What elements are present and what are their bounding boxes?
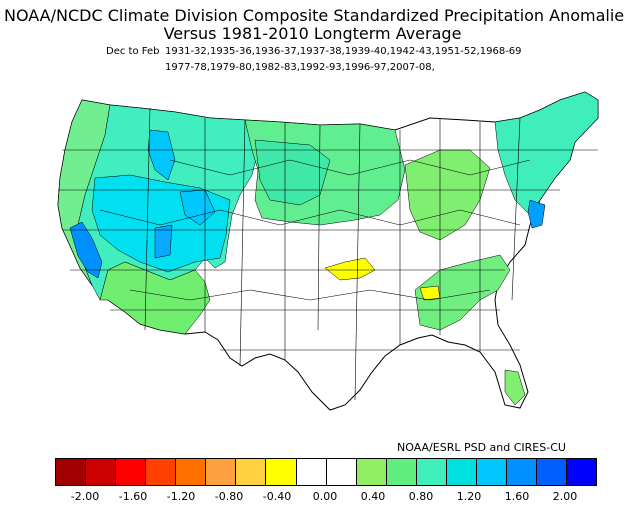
climate-division-boundaries [58,107,598,401]
season-label: Dec to Feb [106,46,160,57]
color-swatch [326,459,357,485]
color-swatch [446,459,477,485]
scale-tick-label: -1.60 [118,490,148,503]
arizona-green-region [99,261,211,335]
color-swatch [296,459,327,485]
utah-blue-patch [179,189,216,226]
title-line-1: NOAA/NCDC Climate Division Composite Sta… [4,6,625,25]
scale-tick-label: 1.60 [504,490,530,503]
color-swatch [416,459,447,485]
color-swatch [206,459,237,485]
scale-tick-label: 0.00 [312,490,338,503]
color-swatch [176,459,207,485]
northeast-green-region [494,91,599,216]
scale-tick-label: 0.80 [408,490,434,503]
color-swatch [266,459,297,485]
scale-tick-label: -0.80 [214,490,244,503]
color-swatch [506,459,537,485]
color-swatch [356,459,387,485]
southeast-green-region [414,254,511,331]
color-swatch [236,459,267,485]
title-line-2: Versus 1981-2010 Longterm Average [163,24,462,43]
color-swatch [476,459,507,485]
color-swatch [56,459,87,485]
florida-green-patch [504,369,526,406]
scale-tick-label: -2.00 [70,490,100,503]
us-precip-anomaly-map [57,91,599,411]
scale-tick-label: 0.40 [360,490,386,503]
nevada-blue-patch [154,224,173,259]
mid-atlantic-blue-patch [527,199,546,229]
credit-label: NOAA/ESRL PSD and CIRES-CU [397,441,566,454]
scale-tick-label: -1.20 [166,490,196,503]
scale-tick-label: -0.40 [262,490,292,503]
years-line-1: 1931-32,1935-36,1936-37,1937-38,1939-40,… [165,46,522,57]
color-swatch [567,459,597,485]
scale-tick-label: 1.20 [456,490,482,503]
color-swatch [537,459,568,485]
scale-tick-label: 2.00 [552,490,578,503]
color-swatch [386,459,417,485]
color-swatch [86,459,117,485]
dakotas-teal-region [254,139,331,206]
color-scale-bar [55,458,597,486]
color-scale-ticks: -2.00 -1.60 -1.20 -0.80 -0.40 0.00 0.40 0.80 1.2… [0,490,625,506]
color-swatch [116,459,147,485]
years-line-2: 1977-78,1979-80,1982-83,1992-93,1996-97,… [165,62,435,73]
color-swatch [146,459,177,485]
